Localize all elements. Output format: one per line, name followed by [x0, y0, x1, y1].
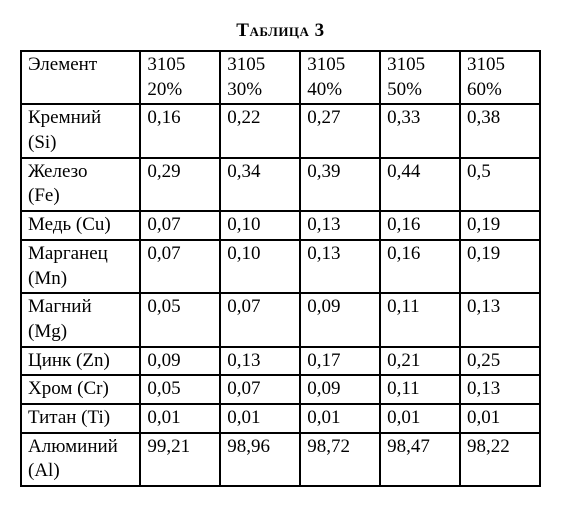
value-cell: 0,09 — [140, 347, 220, 376]
value-cell: 0,25 — [460, 347, 540, 376]
value-cell: 0,10 — [220, 211, 300, 240]
element-label-line1: Цинк (Zn) — [28, 350, 110, 371]
element-label-line2: (Mn) — [28, 268, 67, 289]
value-cell: 0,5 — [460, 158, 540, 211]
header-row: Элемент 3105 20% 3105 30% 3105 40% 3105 … — [21, 51, 540, 104]
table-row: Хром (Cr) 0,050,070,090,110,13 — [21, 375, 540, 404]
col-header-element: Элемент — [21, 51, 140, 104]
element-label-line2: (Mg) — [28, 321, 67, 342]
value-cell: 0,07 — [220, 293, 300, 346]
col-header-2: 3105 30% — [220, 51, 300, 104]
value-cell: 98,47 — [380, 433, 460, 486]
table-body: Кремний(Si)0,160,220,270,330,38Железо(Fe… — [21, 104, 540, 486]
value-cell: 0,11 — [380, 293, 460, 346]
value-cell: 0,13 — [300, 240, 380, 293]
element-label-line2: (Fe) — [28, 185, 60, 206]
element-label-line1: Медь (Cu) — [28, 214, 111, 235]
composition-table: Элемент 3105 20% 3105 30% 3105 40% 3105 … — [20, 50, 541, 487]
element-label-line1: Кремний — [28, 107, 101, 128]
value-cell: 0,16 — [380, 240, 460, 293]
col-header-line1: 3105 — [307, 54, 345, 75]
value-cell: 0,21 — [380, 347, 460, 376]
value-cell: 0,44 — [380, 158, 460, 211]
value-cell: 0,16 — [380, 211, 460, 240]
value-cell: 0,38 — [460, 104, 540, 157]
value-cell: 0,39 — [300, 158, 380, 211]
table-row: Цинк (Zn) 0,090,130,170,210,25 — [21, 347, 540, 376]
value-cell: 0,07 — [140, 240, 220, 293]
element-label-cell: Железо (Fe) — [21, 158, 140, 211]
element-label-line1: Магний — [28, 296, 92, 317]
col-header-line2: 40% — [307, 79, 342, 100]
value-cell: 98,22 — [460, 433, 540, 486]
element-label-cell: Хром (Cr) — [21, 375, 140, 404]
value-cell: 0,01 — [220, 404, 300, 433]
element-label-line2: (Si) — [28, 132, 57, 153]
value-cell: 0,01 — [460, 404, 540, 433]
table-header: Элемент 3105 20% 3105 30% 3105 40% 3105 … — [21, 51, 540, 104]
value-cell: 0,13 — [220, 347, 300, 376]
col-header-line2: 30% — [227, 79, 262, 100]
element-label-cell: Магний (Mg) — [21, 293, 140, 346]
element-label-line1: Титан (Ti) — [28, 407, 110, 428]
col-header-line2: 20% — [147, 79, 182, 100]
value-cell: 0,16 — [140, 104, 220, 157]
value-cell: 0,05 — [140, 375, 220, 404]
element-label-cell: Медь (Cu) — [21, 211, 140, 240]
value-cell: 0,13 — [460, 293, 540, 346]
value-cell: 0,11 — [380, 375, 460, 404]
table-row: Алюминий (Al) 99,2198,9698,7298,4798,22 — [21, 433, 540, 486]
element-label-cell: Марганец (Mn) — [21, 240, 140, 293]
value-cell: 0,33 — [380, 104, 460, 157]
value-cell: 0,22 — [220, 104, 300, 157]
value-cell: 98,72 — [300, 433, 380, 486]
col-header-line1: Элемент — [28, 54, 97, 75]
col-header-4: 3105 50% — [380, 51, 460, 104]
value-cell: 0,07 — [220, 375, 300, 404]
value-cell: 0,13 — [460, 375, 540, 404]
value-cell: 0,19 — [460, 240, 540, 293]
value-cell: 0,07 — [140, 211, 220, 240]
value-cell: 0,29 — [140, 158, 220, 211]
value-cell: 98,96 — [220, 433, 300, 486]
value-cell: 0,01 — [380, 404, 460, 433]
value-cell: 0,10 — [220, 240, 300, 293]
table-title: Таблица 3 — [20, 20, 541, 42]
element-label-line1: Алюминий — [28, 436, 118, 457]
element-label-line1: Марганец — [28, 243, 108, 264]
table-row: Титан (Ti)0,010,010,010,010,01 — [21, 404, 540, 433]
col-header-line1: 3105 — [387, 54, 425, 75]
col-header-5: 3105 60% — [460, 51, 540, 104]
value-cell: 0,13 — [300, 211, 380, 240]
value-cell: 99,21 — [140, 433, 220, 486]
table-row: Медь (Cu) 0,070,100,130,160,19 — [21, 211, 540, 240]
value-cell: 0,01 — [140, 404, 220, 433]
element-label-line1: Хром (Cr) — [28, 378, 109, 399]
col-header-line1: 3105 — [227, 54, 265, 75]
element-label-line1: Железо — [28, 161, 88, 182]
value-cell: 0,09 — [300, 375, 380, 404]
element-label-cell: Кремний (Si) — [21, 104, 140, 157]
table-row: Кремний (Si) 0,160,220,270,330,38 — [21, 104, 540, 157]
col-header-3: 3105 40% — [300, 51, 380, 104]
value-cell: 0,34 — [220, 158, 300, 211]
element-label-cell: Алюминий (Al) — [21, 433, 140, 486]
table-row: Марганец (Mn) 0,070,100,130,160,19 — [21, 240, 540, 293]
value-cell: 0,17 — [300, 347, 380, 376]
element-label-line2: (Al) — [28, 460, 60, 481]
col-header-line1: 3105 — [467, 54, 505, 75]
value-cell: 0,19 — [460, 211, 540, 240]
col-header-line2: 60% — [467, 79, 502, 100]
value-cell: 0,09 — [300, 293, 380, 346]
value-cell: 0,01 — [300, 404, 380, 433]
col-header-1: 3105 20% — [140, 51, 220, 104]
table-row: Железо (Fe) 0,290,340,390,440,5 — [21, 158, 540, 211]
value-cell: 0,05 — [140, 293, 220, 346]
col-header-line2: 50% — [387, 79, 422, 100]
value-cell: 0,27 — [300, 104, 380, 157]
col-header-line1: 3105 — [147, 54, 185, 75]
element-label-cell: Титан (Ti) — [21, 404, 140, 433]
table-row: Магний (Mg) 0,050,070,090,110,13 — [21, 293, 540, 346]
element-label-cell: Цинк (Zn) — [21, 347, 140, 376]
